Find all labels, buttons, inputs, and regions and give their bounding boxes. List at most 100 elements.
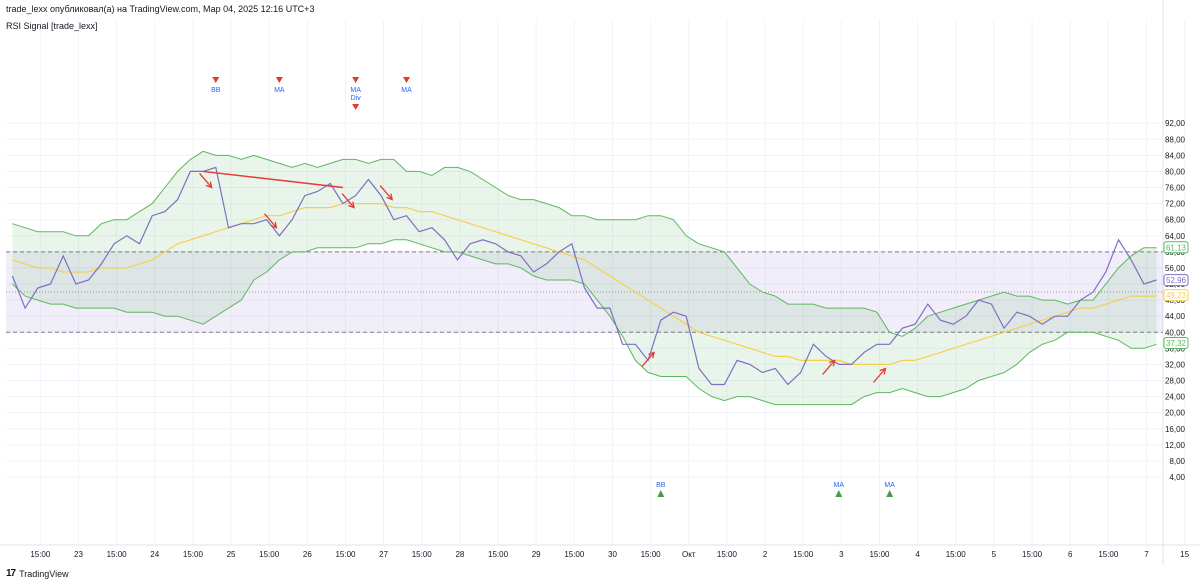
sell-signal-label: MA	[350, 87, 361, 94]
sell-signal-label: MA	[274, 87, 285, 94]
x-tick-label: 15:00	[259, 550, 280, 559]
y-tick-label: 16,00	[1165, 425, 1186, 434]
x-tick-label: 15:00	[564, 550, 585, 559]
y-tick-label: 40,00	[1165, 328, 1186, 337]
x-tick-label: 27	[379, 550, 388, 559]
up-arrow	[641, 351, 655, 367]
x-tick-label: 23	[74, 550, 83, 559]
sell-signal-marker	[352, 77, 360, 83]
sell-signal-label: MA	[401, 87, 412, 94]
chart-grid	[0, 0, 1200, 565]
y-tick-label: 76,00	[1165, 184, 1186, 193]
x-tick-label: 4	[915, 550, 920, 559]
x-tick-label: 3	[839, 550, 844, 559]
tradingview-logo[interactable]: 17 TradingView	[6, 568, 69, 579]
y-tick-label: 28,00	[1165, 377, 1186, 386]
indicator-title[interactable]: RSI Signal [trade_lexx]	[6, 21, 98, 31]
down-arrow	[199, 173, 213, 188]
x-tick-label: 15	[1180, 550, 1189, 559]
down-arrow-head	[205, 181, 213, 189]
down-arrow-head	[270, 221, 278, 229]
annotations	[199, 170, 887, 383]
series-line-upper_band	[12, 150, 1157, 337]
up-arrow	[872, 368, 886, 383]
x-tick-label: 15:00	[183, 550, 204, 559]
sell-signal-marker	[403, 77, 410, 83]
tv-logo-mark: 17	[6, 568, 16, 579]
x-tick-label: 5	[992, 550, 997, 559]
x-tick-label: 29	[532, 550, 541, 559]
last-value-rsi: 52,96	[1166, 276, 1187, 285]
x-tick-label: 24	[150, 550, 159, 559]
buy-signal-marker	[657, 490, 665, 497]
y-tick-label: 68,00	[1165, 216, 1186, 225]
x-tick-label: 15:00	[641, 550, 662, 559]
buy-signal-marker	[835, 490, 843, 497]
x-tick-label: 15:00	[107, 550, 128, 559]
down-arrow	[341, 193, 355, 209]
buy-signal-label: MA	[884, 482, 895, 489]
y-tick-label: 72,00	[1165, 200, 1186, 209]
y-tick-label: 8,00	[1169, 457, 1185, 466]
up-arrow	[822, 360, 836, 375]
down-arrow-head	[386, 193, 394, 201]
x-tick-label: 15:00	[412, 550, 433, 559]
up-arrow-head	[828, 359, 836, 367]
down-arrow	[263, 213, 277, 229]
band-fill-area	[12, 151, 1157, 405]
x-axis[interactable]: 15:00 23 15:00 24 15:00 25 15:00 26 15:00 27 15:00…	[30, 550, 1189, 559]
sell-signal-marker	[275, 77, 283, 83]
sell-signal-marker	[212, 77, 220, 83]
x-tick-label: 28	[455, 550, 464, 559]
down-arrow-head	[348, 201, 355, 209]
y-tick-label: 24,00	[1165, 393, 1186, 402]
tv-logo-text: TradingView	[19, 568, 69, 579]
buy-signal-label: MA	[834, 482, 845, 489]
x-tick-label: 15:00	[30, 550, 51, 559]
publisher-line: trade_lexx опубликовал(а) на TradingView…	[6, 4, 315, 14]
y-tick-label: 84,00	[1165, 151, 1186, 160]
x-tick-label: 15:00	[1098, 550, 1119, 559]
y-tick-label: 56,00	[1165, 264, 1186, 273]
up-arrow-head	[879, 367, 887, 375]
x-tick-label: 15:00	[717, 550, 738, 559]
x-tick-label: 30	[608, 550, 617, 559]
series-line-ma	[12, 203, 1157, 365]
up-arrow-head	[648, 351, 655, 359]
band-fill	[12, 151, 1157, 405]
x-tick-label: 15:00	[793, 550, 814, 559]
x-tick-label: 15:00	[869, 550, 890, 559]
down-arrow	[379, 185, 393, 200]
x-tick-label: 25	[227, 550, 236, 559]
x-tick-label: 26	[303, 550, 312, 559]
divergence-line	[202, 170, 344, 189]
series-line-lower_band	[12, 239, 1157, 406]
last-value-box-upper_band	[1163, 241, 1189, 254]
y-tick-label: 64,00	[1165, 232, 1186, 241]
y-tick-label: 44,00	[1165, 312, 1186, 321]
buy-signal-marker	[886, 490, 894, 497]
x-tick-label: 7	[1144, 550, 1149, 559]
last-value-labels: 61,13 52,96 49,23 37,32	[1163, 241, 1189, 350]
x-tick-label: Окт	[682, 550, 696, 559]
x-tick-label: 15:00	[335, 550, 356, 559]
y-tick-label: 4,00	[1169, 473, 1185, 482]
buy-signal-label: BB	[656, 482, 666, 489]
x-tick-label: 15:00	[946, 550, 967, 559]
overbought-oversold-zone	[6, 251, 1163, 333]
y-tick-label: 12,00	[1165, 441, 1186, 450]
last-value-box-lower_band	[1163, 337, 1189, 350]
x-tick-label: 15:00	[488, 550, 509, 559]
last-value-lower_band: 37,32	[1166, 339, 1187, 348]
last-value-ma: 49,23	[1166, 291, 1187, 300]
y-tick-label: 80,00	[1165, 167, 1186, 176]
sell-signal-label: Div	[351, 95, 362, 102]
last-value-upper_band: 61,13	[1166, 243, 1187, 252]
last-value-box-rsi	[1163, 274, 1189, 287]
x-tick-label: 6	[1068, 550, 1073, 559]
x-tick-label: 2	[763, 550, 768, 559]
y-tick-label: 32,00	[1165, 360, 1186, 369]
last-value-box-ma	[1163, 289, 1189, 302]
